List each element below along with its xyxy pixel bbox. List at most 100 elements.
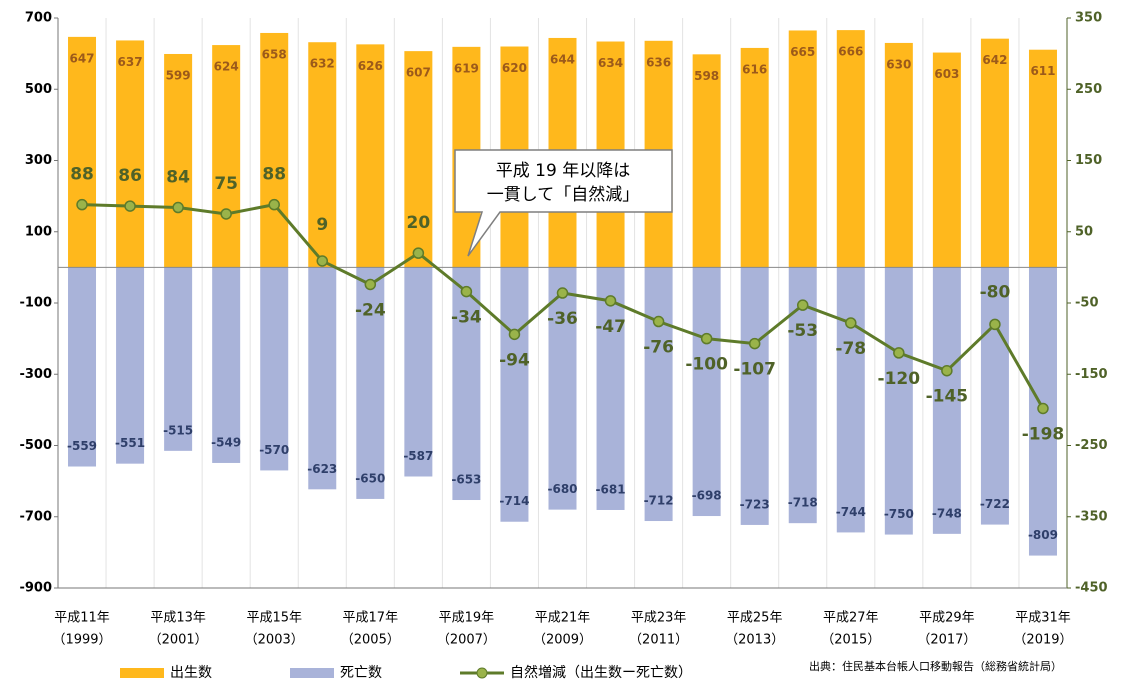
marker [124,200,136,212]
bar-label: -748 [932,506,962,520]
bar-label: -570 [259,443,289,457]
bar-label: 603 [934,67,959,81]
annotation-line: 平成 19 年以降は [496,161,630,181]
legend-swatch [290,668,334,678]
x-tick-label: （2015） [821,633,880,648]
bar [644,267,673,522]
marker [893,347,905,359]
x-tick-label: 平成17年 [343,611,399,626]
bar-label: 665 [790,45,815,59]
legend-label: 死亡数 [340,665,382,681]
annotation: 平成 19 年以降は 一貫して「自然減」 [454,149,673,257]
line-label: -78 [835,339,866,359]
bar [836,267,865,533]
bar-label: -680 [547,482,577,496]
x-tick-label: （2003） [245,633,304,648]
y2-tick-label: 350 [1075,11,1102,26]
legend-marker [476,667,488,679]
x-tick-label: （2013） [725,633,784,648]
marker [941,364,953,377]
x-tick-label: 平成31年 [1015,611,1071,626]
bar [212,267,241,463]
bar-label: 636 [646,55,671,69]
y2-tick-label: 250 [1075,82,1102,97]
marker [556,287,569,299]
bar-label: 630 [886,57,911,71]
marker [508,328,521,341]
line-label: 86 [118,166,142,186]
y2-tick-label: -250 [1075,438,1108,453]
bar-label: 634 [598,56,623,70]
bar [788,30,817,268]
y-tick-label: -300 [19,367,52,382]
bar [116,267,145,464]
bar [116,40,145,268]
bar-label: -809 [1028,528,1058,542]
marker [652,315,665,328]
bar-label: -750 [884,507,914,521]
marker [700,332,713,345]
bar [164,267,193,451]
line-label: -198 [1022,424,1065,444]
bar [452,267,481,501]
bar [740,267,769,525]
marker [748,337,761,350]
bar-label: -653 [451,473,481,487]
x-tick-label: 平成21年 [535,611,591,626]
y-tick-label: 100 [25,224,52,239]
y2-tick-label: 50 [1075,224,1093,239]
x-tick-label: 平成29年 [919,611,975,626]
y-tick-label: -700 [19,509,52,524]
bar [740,47,769,268]
bar-label: 599 [166,68,191,82]
bar [1028,49,1057,268]
bar-label: 607 [406,66,431,80]
x-tick-label: （2005） [341,633,400,648]
bar [404,267,433,477]
y-tick-label: -100 [19,296,52,311]
y-tick-label: 700 [25,11,52,26]
bar-label: -681 [596,482,626,496]
marker [604,295,617,307]
line-label: 75 [214,174,238,194]
x-tick-label: （2001） [149,633,208,648]
bar-label: 632 [310,57,335,71]
x-tick-label: （2007） [437,633,496,648]
marker [845,317,857,329]
y2-tick-label: 150 [1075,153,1102,168]
x-tick-label: 平成23年 [631,611,687,626]
x-tick-label: 平成27年 [823,611,879,626]
line-label: -76 [643,338,674,358]
annotation-line: 一貫して「自然減」 [487,185,640,205]
marker [172,201,184,214]
bar [932,52,961,268]
bar [500,267,529,522]
bar [548,267,577,510]
bar-label: 647 [69,51,94,65]
callout-box [454,149,673,257]
bar [164,53,193,268]
bar-label: 611 [1030,64,1055,78]
bar [68,36,97,268]
bar [980,267,1009,525]
marker [268,198,280,211]
bar [260,267,289,471]
line-label: -100 [685,355,728,375]
x-tick-label: 平成15年 [246,611,302,626]
marker [316,255,329,267]
marker [76,198,88,211]
source: 出典：住民基本台帳人口移動報告（総務省統計局） [809,659,1062,673]
legend-label: 出生数 [170,665,212,681]
marker [460,285,473,298]
marker [220,208,232,220]
bar-label: 598 [694,69,719,83]
bar-label: -712 [644,494,674,508]
marker [412,247,425,259]
marker [989,318,1001,331]
bar-label: 666 [838,45,863,59]
line-label: -80 [980,282,1011,302]
bar-label: 642 [982,53,1007,67]
bar-label: 637 [118,55,143,69]
y2-tick-label: -50 [1075,296,1099,311]
bar-label: 644 [550,52,575,66]
